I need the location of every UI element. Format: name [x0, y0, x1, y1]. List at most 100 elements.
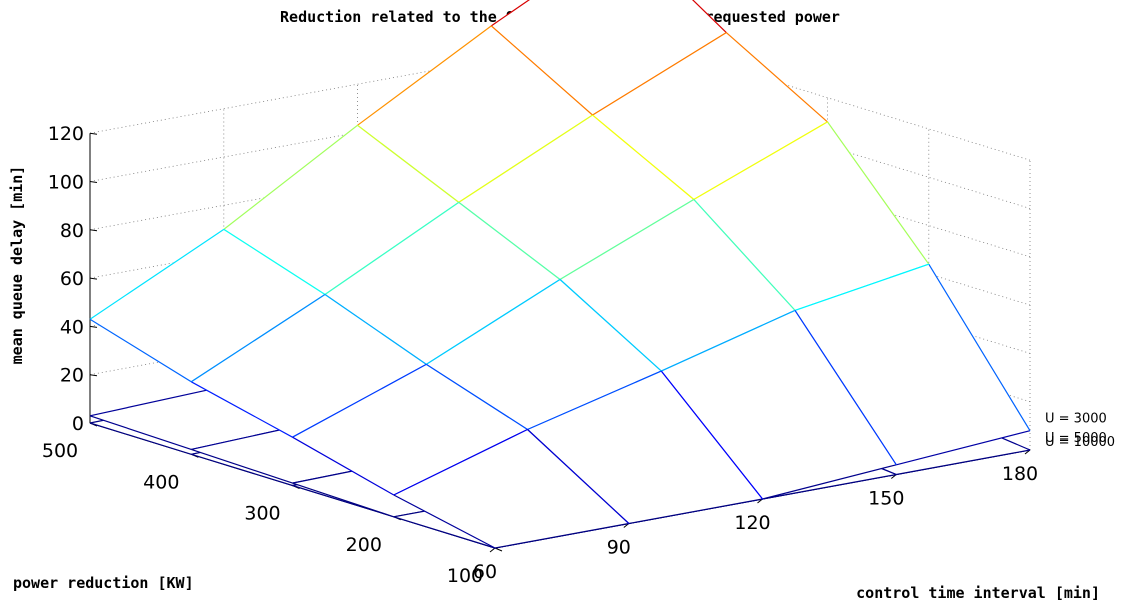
series-label: U = 5000: [1045, 431, 1107, 446]
surface-face: [357, 25, 593, 203]
surface-face: [325, 202, 560, 365]
surface-edge: [559, 279, 662, 372]
surface-edge: [490, 0, 530, 27]
surface-edge: [190, 293, 326, 383]
surface-edge: [223, 124, 358, 230]
surface-edge: [660, 370, 763, 500]
y-tick-label: 400: [143, 471, 179, 493]
surface-edge: [896, 430, 1031, 466]
surface-edge: [458, 201, 561, 280]
z-tick-mark: [89, 229, 98, 232]
z-tick-label: 20: [60, 365, 84, 387]
surface-edge: [762, 464, 897, 500]
y-tick-label: 300: [244, 503, 280, 525]
y-axis-label: power reduction [KW]: [13, 574, 194, 592]
surface-edge: [292, 363, 427, 438]
series-label: U = 10000: [1045, 435, 1115, 450]
x-tick-label: 60: [473, 561, 497, 583]
surface-face: [90, 229, 325, 382]
surface-edge: [527, 370, 662, 431]
surface-edge: [827, 121, 930, 265]
z-tick-label: 40: [60, 316, 84, 338]
z-tick-label: 60: [60, 268, 84, 290]
z-tick-mark: [89, 325, 98, 328]
surface-edge: [794, 310, 897, 466]
y-tick-label: 100: [447, 565, 483, 587]
surface-1: [89, 0, 1031, 549]
y-tick-mark: [494, 547, 503, 552]
surface-face: [223, 125, 459, 295]
surface-edge: [494, 522, 629, 549]
surface-edge: [661, 309, 796, 372]
z-tick-mark: [89, 374, 98, 377]
surface-edge: [324, 201, 460, 295]
z-tick-label: 120: [48, 123, 84, 145]
surface-edge: [692, 0, 727, 34]
surface-face: [527, 371, 763, 524]
y-tick-label: 500: [42, 440, 78, 462]
surface-edge: [425, 363, 528, 431]
surface-edge: [458, 114, 593, 203]
surfaces: [89, 0, 1031, 549]
surface-face: [661, 310, 897, 499]
z-tick-label: 80: [60, 220, 84, 242]
surface-face: [292, 364, 528, 495]
surface-edge: [896, 449, 1031, 476]
surface-face: [592, 32, 828, 200]
x-tick-label: 120: [734, 512, 770, 534]
surface-face: [393, 429, 629, 548]
surface-face: [795, 264, 1030, 465]
x-tick-label: 180: [1002, 463, 1038, 485]
z-tick-label: 0: [72, 413, 84, 435]
surface-edge: [490, 25, 593, 116]
surface-edge: [191, 448, 293, 484]
z-tick-mark: [89, 277, 98, 280]
surface-edge: [223, 228, 326, 296]
x-tick-mark: [489, 547, 496, 553]
x-axis-label: control time interval [min]: [856, 584, 1100, 602]
tick-labels: 60 90 120 150 180 100 200 300 400 500 0 20 40 60 80 100…: [42, 123, 1038, 587]
surface-edge: [292, 436, 395, 496]
x-tick-label: 150: [868, 488, 904, 510]
surface-edge: [559, 198, 695, 281]
surface-edge: [693, 199, 796, 311]
surface-edge: [628, 498, 763, 525]
surface-edge: [794, 263, 929, 311]
surface-edge: [357, 25, 492, 126]
y-tick-label: 200: [346, 534, 382, 556]
x-tick-label: 90: [607, 537, 631, 559]
surface-face: [491, 0, 727, 116]
surface-edge: [592, 114, 695, 200]
surface-edge: [725, 32, 828, 123]
surface-edge: [393, 494, 496, 549]
surface-edge: [191, 381, 293, 438]
surface-edge: [89, 385, 224, 417]
surface-edge: [89, 415, 192, 450]
surface-face: [458, 115, 694, 280]
surface-edge: [592, 32, 727, 116]
surface-edge: [762, 473, 897, 500]
surface-edge: [191, 453, 293, 487]
z-tick-mark: [89, 132, 98, 135]
surface-edge: [527, 429, 630, 524]
z-axis-label: mean queue delay [min]: [8, 166, 26, 365]
surface-face: [191, 294, 427, 438]
surface-edge: [357, 124, 460, 203]
z-tick-mark: [89, 181, 98, 183]
surface-edge: [89, 228, 225, 320]
surface-face: [560, 199, 795, 372]
surface-edge: [425, 278, 561, 365]
surface-edge: [928, 263, 1031, 432]
surface-edge: [89, 318, 192, 383]
surface-edge: [89, 422, 192, 455]
surface-edge: [292, 482, 394, 518]
z-tick-label: 100: [48, 172, 84, 194]
surface-edge: [393, 428, 528, 496]
surface-face: [426, 279, 662, 430]
surface-edge: [393, 516, 496, 549]
series-label: U = 3000: [1045, 412, 1107, 427]
surface-edge: [693, 121, 828, 201]
surface-edge: [324, 294, 427, 365]
